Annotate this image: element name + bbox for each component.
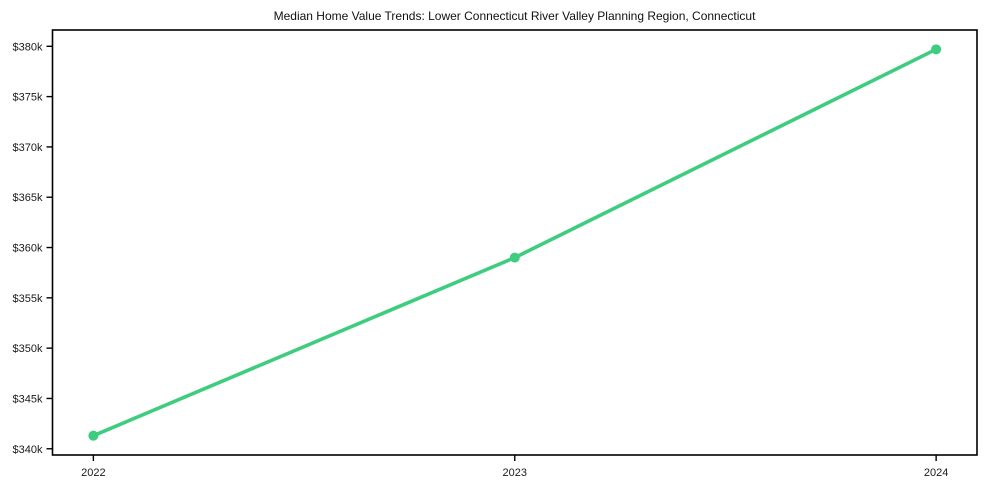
plot-frame — [51, 29, 978, 456]
y-tick-label: $360k — [13, 243, 43, 255]
y-tick-label: $365k — [13, 192, 43, 204]
x-tick-label: 2024 — [924, 467, 948, 479]
y-tick-label: $380k — [13, 41, 43, 53]
y-tick-label: $355k — [13, 293, 43, 305]
y-tick-label: $350k — [13, 343, 43, 355]
x-tick-label: 2023 — [503, 467, 527, 479]
y-tick-label: $345k — [13, 393, 43, 405]
data-point — [88, 430, 99, 441]
y-tick-label: $370k — [13, 142, 43, 154]
x-tick-label: 2022 — [81, 467, 105, 479]
data-point — [931, 44, 942, 55]
chart-title: Median Home Value Trends: Lower Connecti… — [273, 9, 756, 23]
trend-line — [91, 47, 938, 438]
y-tick-label: $340k — [13, 444, 43, 456]
data-point — [509, 252, 520, 263]
y-tick-label: $375k — [13, 92, 43, 104]
